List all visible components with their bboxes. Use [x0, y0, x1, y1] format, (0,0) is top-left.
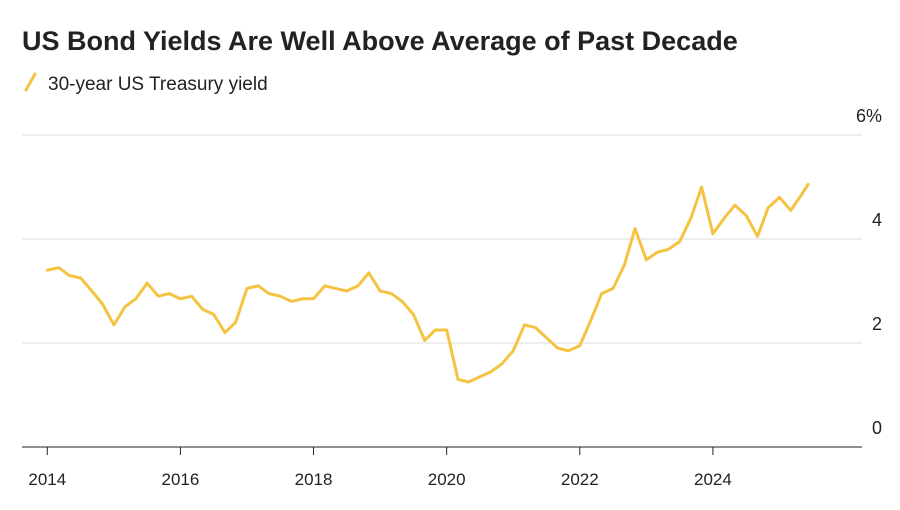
x-tick-label: 2022	[561, 470, 599, 489]
y-tick-label: 2	[872, 314, 882, 334]
y-tick-label: 0	[872, 418, 882, 438]
legend-swatch	[24, 72, 37, 92]
x-tick-label: 2020	[428, 470, 466, 489]
y-tick-label: 6%	[856, 106, 882, 126]
x-tick-label: 2016	[162, 470, 200, 489]
x-tick-label: 2018	[295, 470, 333, 489]
x-tick-label: 2024	[694, 470, 732, 489]
chart-title: US Bond Yields Are Well Above Average of…	[22, 26, 738, 56]
x-tick-label: 2014	[28, 470, 66, 489]
y-tick-label: 4	[872, 210, 882, 230]
legend-label: 30-year US Treasury yield	[48, 74, 268, 95]
line-series	[45, 182, 810, 384]
